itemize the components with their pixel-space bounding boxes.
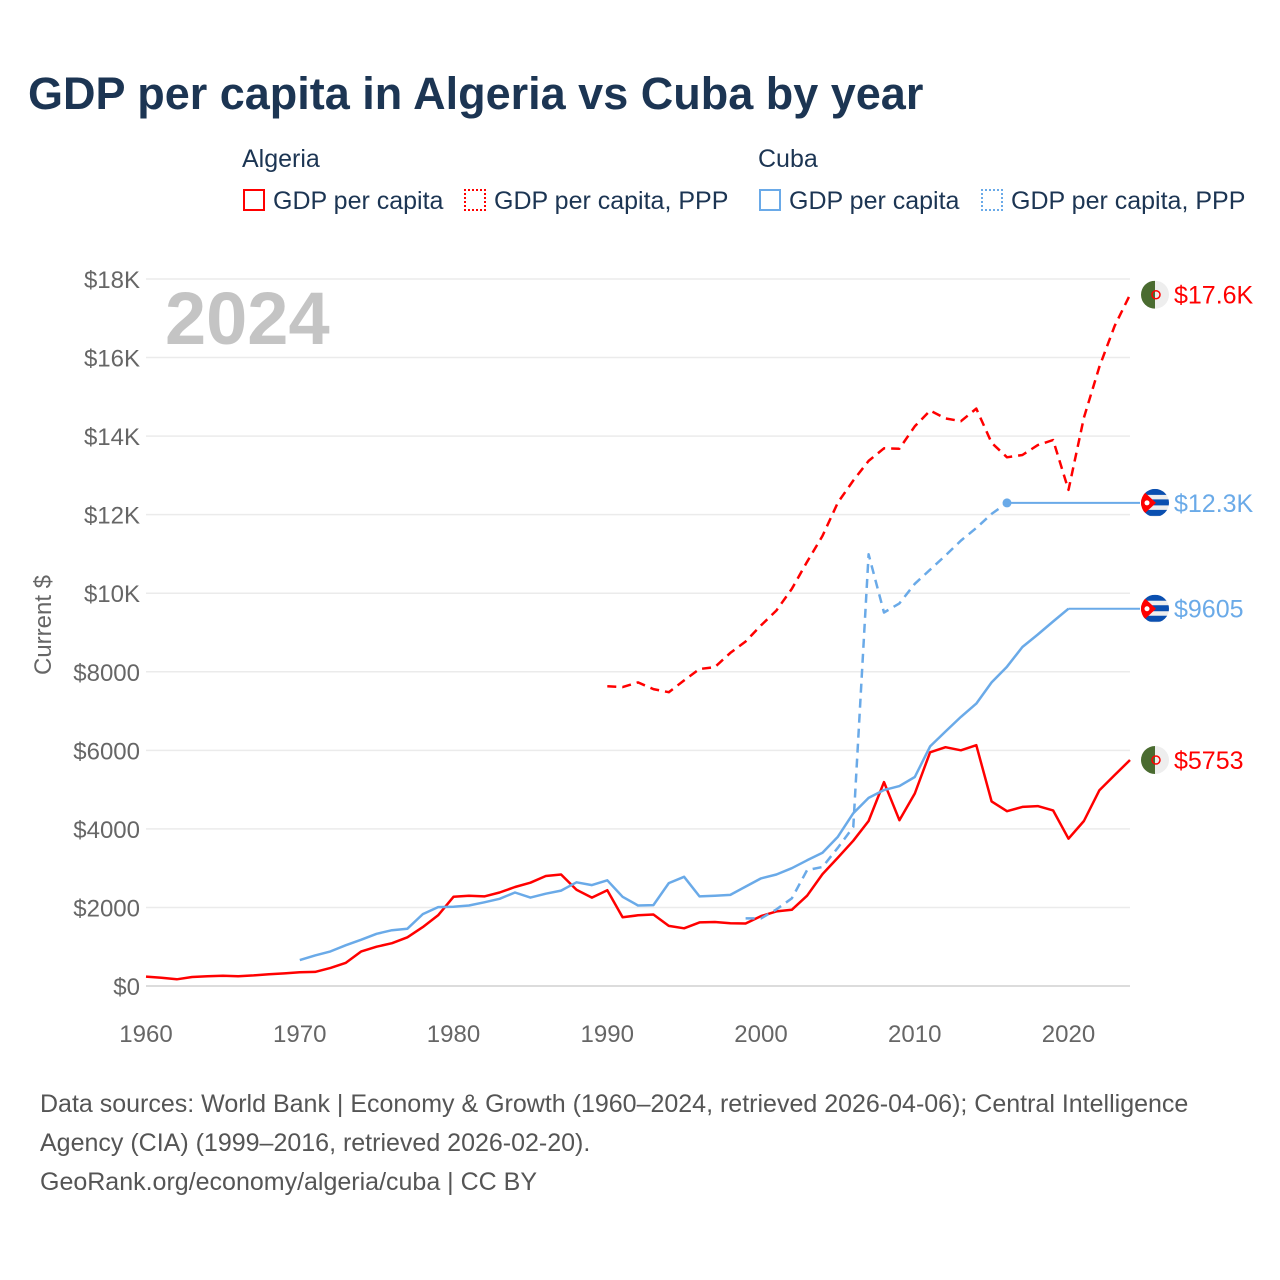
- algeria-flag-icon: [1141, 280, 1169, 309]
- y-tick-label: $14K: [84, 424, 140, 451]
- legend-item-cuba-ppp[interactable]: GDP per capita, PPP: [1011, 187, 1246, 215]
- y-tick-label: $8000: [73, 660, 140, 687]
- end-value-label: $9605: [1174, 596, 1244, 624]
- series-line-cuba-gdp-per-capita-ppp: [745, 501, 1008, 920]
- y-tick-label: $12K: [84, 503, 140, 530]
- series-line-algeria-gdp-per-capita: [145, 743, 1131, 981]
- chart-title: GDP per capita in Algeria vs Cuba by yea…: [28, 68, 924, 119]
- y-tick-label: $16K: [84, 346, 140, 373]
- legend-swatch-cuba-gdp: [759, 189, 781, 211]
- legend-group-cuba: Cuba: [758, 145, 818, 173]
- y-tick-label: $18K: [84, 267, 140, 294]
- legend-item-algeria-gdp[interactable]: GDP per capita: [273, 187, 444, 215]
- series-line-algeria-gdp-per-capita-ppp: [607, 294, 1132, 694]
- y-tick-label: $2000: [73, 895, 140, 922]
- legend-item-algeria-ppp[interactable]: GDP per capita, PPP: [494, 187, 729, 215]
- plot-area: $0 $2000 $4000 $6000 $8000 $10K $12K $14K $16K $1…: [30, 267, 1254, 1048]
- y-axis-title: Current $: [30, 575, 57, 675]
- y-tick-label: $0: [113, 974, 140, 1001]
- x-tick-label: 1990: [581, 1021, 634, 1048]
- y-tick-label: $10K: [84, 581, 140, 608]
- end-value-label: $5753: [1174, 747, 1244, 775]
- cuba-flag-icon: [1141, 488, 1169, 517]
- x-tick-label: 1980: [427, 1021, 480, 1048]
- x-tick-label: 1970: [273, 1021, 326, 1048]
- cuba-flag-icon: [1141, 594, 1169, 623]
- x-tick-label: 2010: [888, 1021, 941, 1048]
- legend-swatch-algeria-gdp: [243, 189, 265, 211]
- x-tick-label: 2000: [734, 1021, 787, 1048]
- legend-swatch-cuba-ppp: [981, 189, 1003, 211]
- x-tick-label: 2020: [1042, 1021, 1095, 1048]
- legend-group-algeria: Algeria: [242, 145, 320, 173]
- y-tick-label: $4000: [73, 817, 140, 844]
- end-value-label: $12.3K: [1174, 490, 1254, 518]
- footer-sources-2: Agency (CIA) (1999–2016, retrieved 2026-…: [40, 1129, 591, 1157]
- x-tick-label: 1960: [119, 1021, 172, 1048]
- legend-item-cuba-gdp[interactable]: GDP per capita: [789, 187, 960, 215]
- footer-sources-1: Data sources: World Bank | Economy & Gro…: [40, 1090, 1189, 1118]
- series-line-cuba-gdp-per-capita: [299, 607, 1070, 962]
- legend-swatch-algeria-ppp: [464, 189, 486, 211]
- end-value-label: $17.6K: [1174, 282, 1254, 310]
- algeria-flag-icon: [1141, 746, 1169, 775]
- y-tick-label: $6000: [73, 738, 140, 765]
- year-label: 2024: [165, 277, 330, 360]
- footer-link[interactable]: GeoRank.org/economy/algeria/cuba | CC BY: [40, 1168, 538, 1196]
